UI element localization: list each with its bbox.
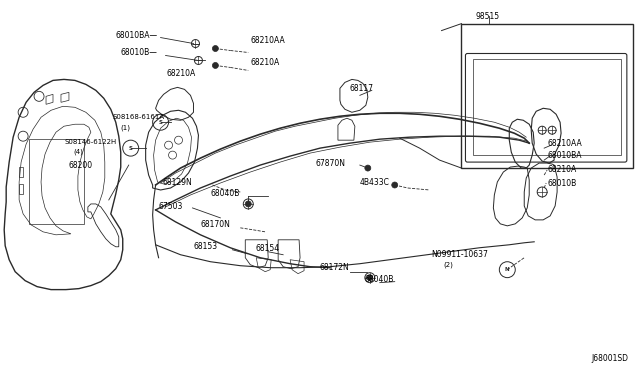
Text: 68210A: 68210A — [166, 69, 196, 78]
Text: 68129N: 68129N — [163, 177, 193, 186]
Text: 68153: 68153 — [193, 242, 218, 251]
Text: (1): (1) — [121, 125, 131, 131]
Circle shape — [392, 182, 397, 188]
Circle shape — [245, 201, 252, 207]
Text: 68172N: 68172N — [320, 263, 349, 272]
Bar — [474, 60, 621, 155]
Text: 68040B: 68040B — [365, 275, 394, 284]
Text: 68210AA: 68210AA — [547, 139, 582, 148]
Text: S: S — [159, 120, 163, 125]
Circle shape — [212, 45, 218, 51]
Text: (2): (2) — [444, 262, 453, 268]
Text: 68010B: 68010B — [547, 179, 577, 187]
Text: 68010B—: 68010B— — [121, 48, 157, 57]
Text: S: S — [129, 146, 132, 151]
Text: 68210A: 68210A — [547, 164, 577, 174]
Text: S08168-6161A: S08168-6161A — [113, 114, 165, 120]
Text: 68040B: 68040B — [211, 189, 240, 199]
Text: N09911-10637: N09911-10637 — [431, 250, 488, 259]
Text: 4B433C: 4B433C — [360, 177, 390, 186]
Text: 68200: 68200 — [69, 161, 93, 170]
Circle shape — [367, 275, 373, 280]
Text: 68117: 68117 — [350, 84, 374, 93]
Circle shape — [365, 165, 371, 171]
Text: 67870N: 67870N — [315, 158, 345, 167]
Text: 68010BA—: 68010BA— — [116, 31, 158, 40]
Bar — [29, 139, 84, 224]
Bar — [461, 23, 633, 168]
Circle shape — [212, 62, 218, 68]
Text: 98515: 98515 — [476, 12, 500, 21]
Text: S08146-6122H: S08146-6122H — [65, 139, 117, 145]
Text: 68210AA: 68210AA — [250, 36, 285, 45]
Text: 67503: 67503 — [159, 202, 183, 211]
Text: (4): (4) — [73, 149, 83, 155]
Text: J68001SD: J68001SD — [592, 355, 629, 363]
Text: 68010BA: 68010BA — [547, 151, 582, 160]
Text: 68170N: 68170N — [200, 220, 230, 230]
Text: 68210A: 68210A — [250, 58, 280, 67]
Text: 68154: 68154 — [255, 244, 280, 253]
Text: N: N — [505, 267, 509, 272]
